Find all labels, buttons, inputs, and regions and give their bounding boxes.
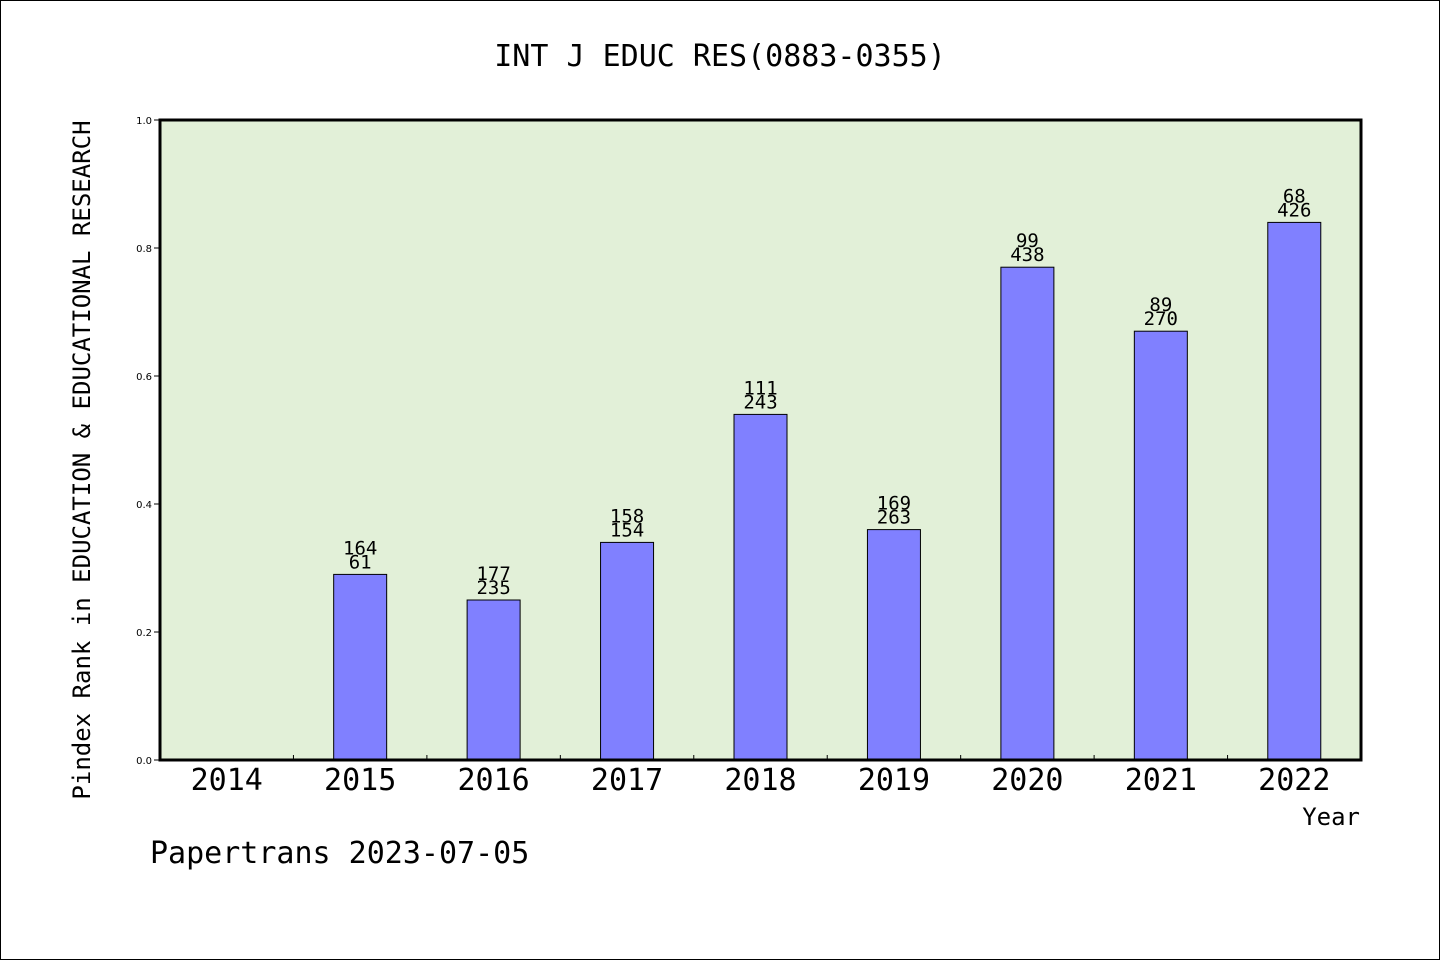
- x-tick-label: 2017: [591, 763, 663, 798]
- bar: [866, 529, 921, 761]
- bar-label-bottom: 263: [877, 507, 911, 529]
- bar: [1133, 330, 1188, 761]
- y-axis: 0.0 0.2 0.4 0.6 0.8 1.0: [136, 116, 160, 767]
- y-tick-label: 0.8: [136, 244, 152, 255]
- y-tick-label: 1.0: [136, 116, 152, 127]
- bar-label-top: 169: [877, 493, 911, 515]
- bar: [733, 413, 788, 761]
- bar: [333, 573, 388, 761]
- bar-label-top: 164: [343, 537, 377, 559]
- x-axis-label: Year: [1302, 803, 1360, 831]
- bar-label-bottom: 61: [349, 551, 372, 573]
- plot-border: [158, 118, 1363, 762]
- y-tick-label: 0.6: [136, 372, 152, 383]
- bar: [466, 599, 521, 761]
- x-tick-label: 2021: [1125, 763, 1197, 798]
- x-tick-label: 2022: [1258, 763, 1330, 798]
- bar-label-bottom: 154: [610, 519, 644, 541]
- bar: [600, 541, 655, 761]
- chart-title: INT J EDUC RES(0883-0355): [494, 39, 946, 74]
- bar-label-top: 158: [610, 505, 644, 527]
- bar-label-top: 68: [1283, 185, 1306, 207]
- bar-label-top: 111: [743, 377, 777, 399]
- bar-label-bottom: 243: [743, 391, 777, 413]
- x-tick-label: 2015: [324, 763, 396, 798]
- bar-label-bottom: 438: [1010, 244, 1044, 266]
- x-tick-label: 2016: [457, 763, 529, 798]
- bar-label-bottom: 235: [476, 577, 510, 599]
- bar-label-bottom: 426: [1277, 199, 1311, 221]
- x-tick-label: 2018: [724, 763, 796, 798]
- bar-label-bottom: 270: [1144, 308, 1178, 330]
- x-tick-label: 2014: [191, 763, 263, 798]
- bar-label-top: 177: [476, 563, 510, 585]
- bar: [1000, 266, 1055, 761]
- x-axis: 2014 2015 2016 2017 2018 2019 2020 2021 2022: [191, 755, 1330, 798]
- bar-label-top: 99: [1016, 230, 1039, 252]
- y-axis-label: Pindex Rank in EDUCATION & EDUCATIONAL R…: [68, 120, 96, 799]
- bar-label-top: 89: [1149, 294, 1172, 316]
- x-tick-label: 2020: [991, 763, 1063, 798]
- footer-text: Papertrans 2023-07-05: [150, 836, 529, 871]
- bar: [1267, 221, 1322, 761]
- y-tick-label: 0.0: [136, 756, 152, 767]
- y-tick-label: 0.2: [136, 628, 152, 639]
- y-tick-label: 0.4: [136, 500, 152, 511]
- x-tick-label: 2019: [858, 763, 930, 798]
